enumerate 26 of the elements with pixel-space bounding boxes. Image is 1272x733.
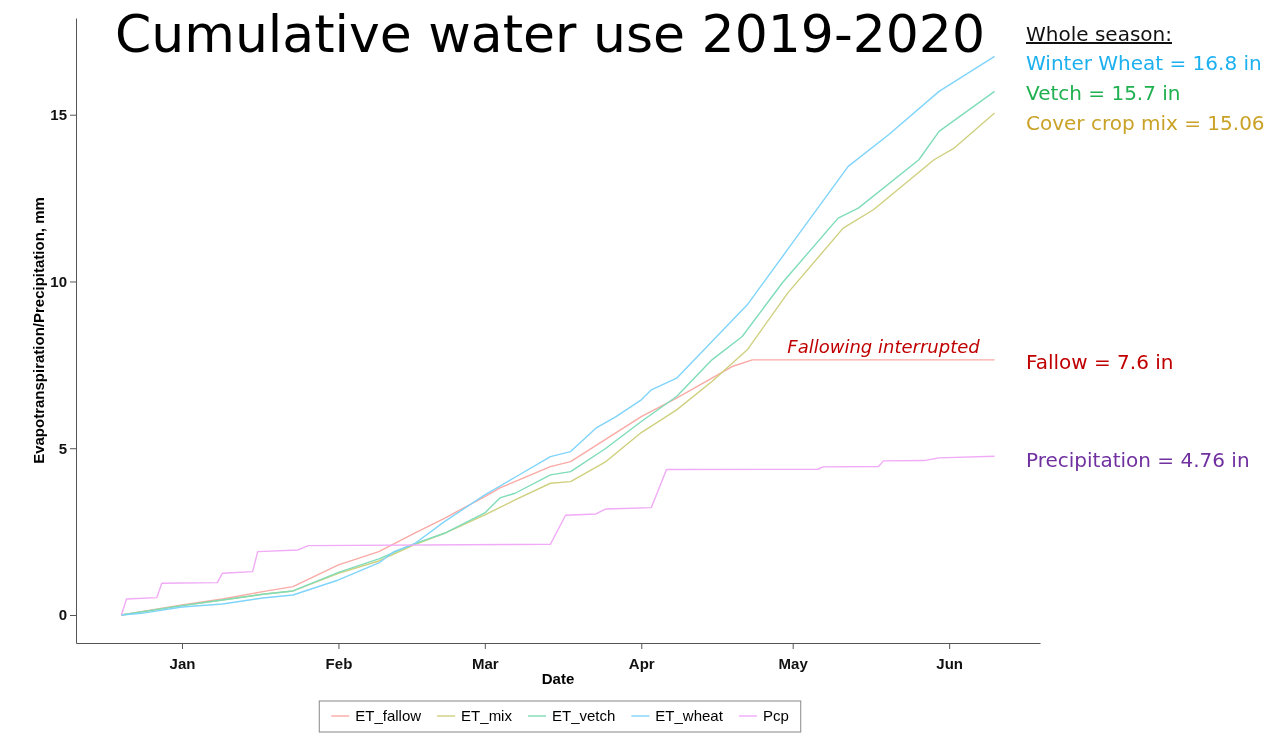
x-tick-label: Mar [471, 654, 499, 672]
legend-label: Pcp [762, 707, 789, 725]
x-tick-label: Feb [325, 654, 353, 672]
y-tick-label: 10 [50, 272, 67, 290]
legend-label: ET_mix [461, 707, 513, 725]
legend-label: ET_wheat [655, 707, 724, 725]
x-tick-label: Jan [169, 654, 196, 672]
legend-label: ET_fallow [355, 707, 422, 725]
y-tick-label: 0 [58, 606, 67, 624]
y-tick-label: 5 [58, 439, 67, 457]
x-tick-label: Apr [628, 654, 655, 672]
x-axis-title: Date [541, 670, 575, 687]
annotation: Whole season: [1026, 22, 1172, 46]
annotation: Precipitation = 4.76 in [1026, 448, 1250, 472]
annotation: Fallowing interrupted [787, 335, 981, 357]
x-tick-label: Jun [936, 654, 963, 672]
y-tick-label: 15 [50, 106, 67, 124]
annotation: Cover crop mix = 15.06 [1026, 111, 1265, 135]
line-series [120, 455, 996, 616]
annotation: Vetch = 15.7 in [1026, 81, 1181, 105]
annotation: Winter Wheat = 16.8 in [1026, 51, 1262, 75]
y-axis-title: Evapotranspiration/Precipitation, mm [30, 197, 47, 464]
legend-label: ET_vetch [551, 707, 616, 725]
annotation: Fallow = 7.6 in [1026, 350, 1174, 374]
chart-title: Cumulative water use 2019-2020 [114, 4, 986, 64]
x-tick-label: May [778, 654, 809, 672]
